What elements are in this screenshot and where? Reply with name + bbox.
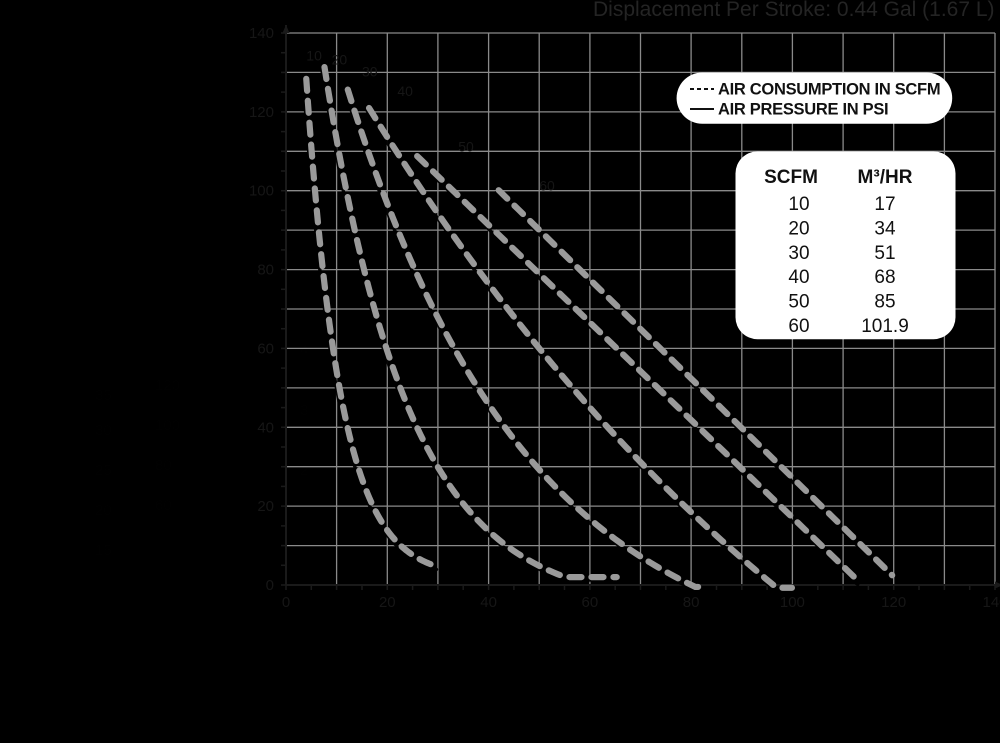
- svg-text:4: 4: [300, 342, 308, 359]
- svg-text:51: 51: [874, 243, 895, 264]
- svg-text:80: 80: [683, 594, 700, 611]
- svg-text:SCFM: SCFM: [764, 167, 818, 188]
- svg-text:140: 140: [982, 594, 1000, 611]
- svg-text:35: 35: [95, 387, 112, 404]
- svg-text:3: 3: [300, 402, 308, 419]
- svg-text:80: 80: [155, 457, 172, 474]
- svg-text:60: 60: [155, 497, 172, 514]
- svg-text:2: 2: [300, 462, 308, 479]
- svg-text:40: 40: [257, 419, 274, 436]
- svg-text:0: 0: [282, 594, 290, 611]
- svg-text:AIR PRESSURE IN PSI: AIR PRESSURE IN PSI: [718, 101, 888, 119]
- svg-text:101.9: 101.9: [861, 316, 909, 337]
- svg-text:100: 100: [249, 183, 274, 200]
- svg-text:10: 10: [306, 48, 322, 64]
- svg-text:50: 50: [458, 138, 474, 154]
- svg-text:20: 20: [788, 218, 809, 239]
- svg-text:10: 10: [788, 194, 809, 215]
- svg-text:30: 30: [95, 422, 112, 439]
- svg-text:120: 120: [881, 594, 906, 611]
- svg-text:120: 120: [155, 377, 180, 394]
- svg-text:20: 20: [95, 502, 112, 519]
- svg-text:140: 140: [249, 25, 274, 42]
- svg-text:80: 80: [257, 262, 274, 279]
- svg-text:40: 40: [788, 267, 809, 288]
- svg-text:17: 17: [874, 194, 895, 215]
- svg-text:Displacement Per Stroke: 0.44: Displacement Per Stroke: 0.44 Gal (1.67 …: [593, 0, 995, 21]
- svg-text:85: 85: [874, 292, 895, 313]
- svg-text:20: 20: [257, 498, 274, 515]
- svg-text:0: 0: [266, 577, 274, 594]
- svg-text:50: 50: [788, 292, 809, 313]
- svg-text:15: 15: [95, 542, 112, 559]
- svg-text:25: 25: [95, 462, 112, 479]
- svg-text:60: 60: [582, 594, 599, 611]
- svg-text:68: 68: [874, 267, 895, 288]
- svg-text:100: 100: [780, 594, 805, 611]
- svg-text:40: 40: [397, 83, 413, 99]
- svg-text:40: 40: [480, 594, 497, 611]
- svg-text:20: 20: [332, 52, 348, 68]
- svg-text:30: 30: [362, 63, 378, 79]
- svg-text:34: 34: [874, 218, 896, 239]
- svg-text:20: 20: [379, 594, 396, 611]
- svg-text:120: 120: [249, 104, 274, 121]
- svg-text:30: 30: [788, 243, 809, 264]
- svg-text:60: 60: [539, 178, 555, 194]
- svg-text:100: 100: [155, 417, 180, 434]
- svg-text:AIR CONSUMPTION IN SCFM: AIR CONSUMPTION IN SCFM: [718, 81, 940, 99]
- svg-text:60: 60: [788, 316, 809, 337]
- svg-text:M³/HR: M³/HR: [858, 167, 913, 188]
- svg-text:60: 60: [257, 340, 274, 357]
